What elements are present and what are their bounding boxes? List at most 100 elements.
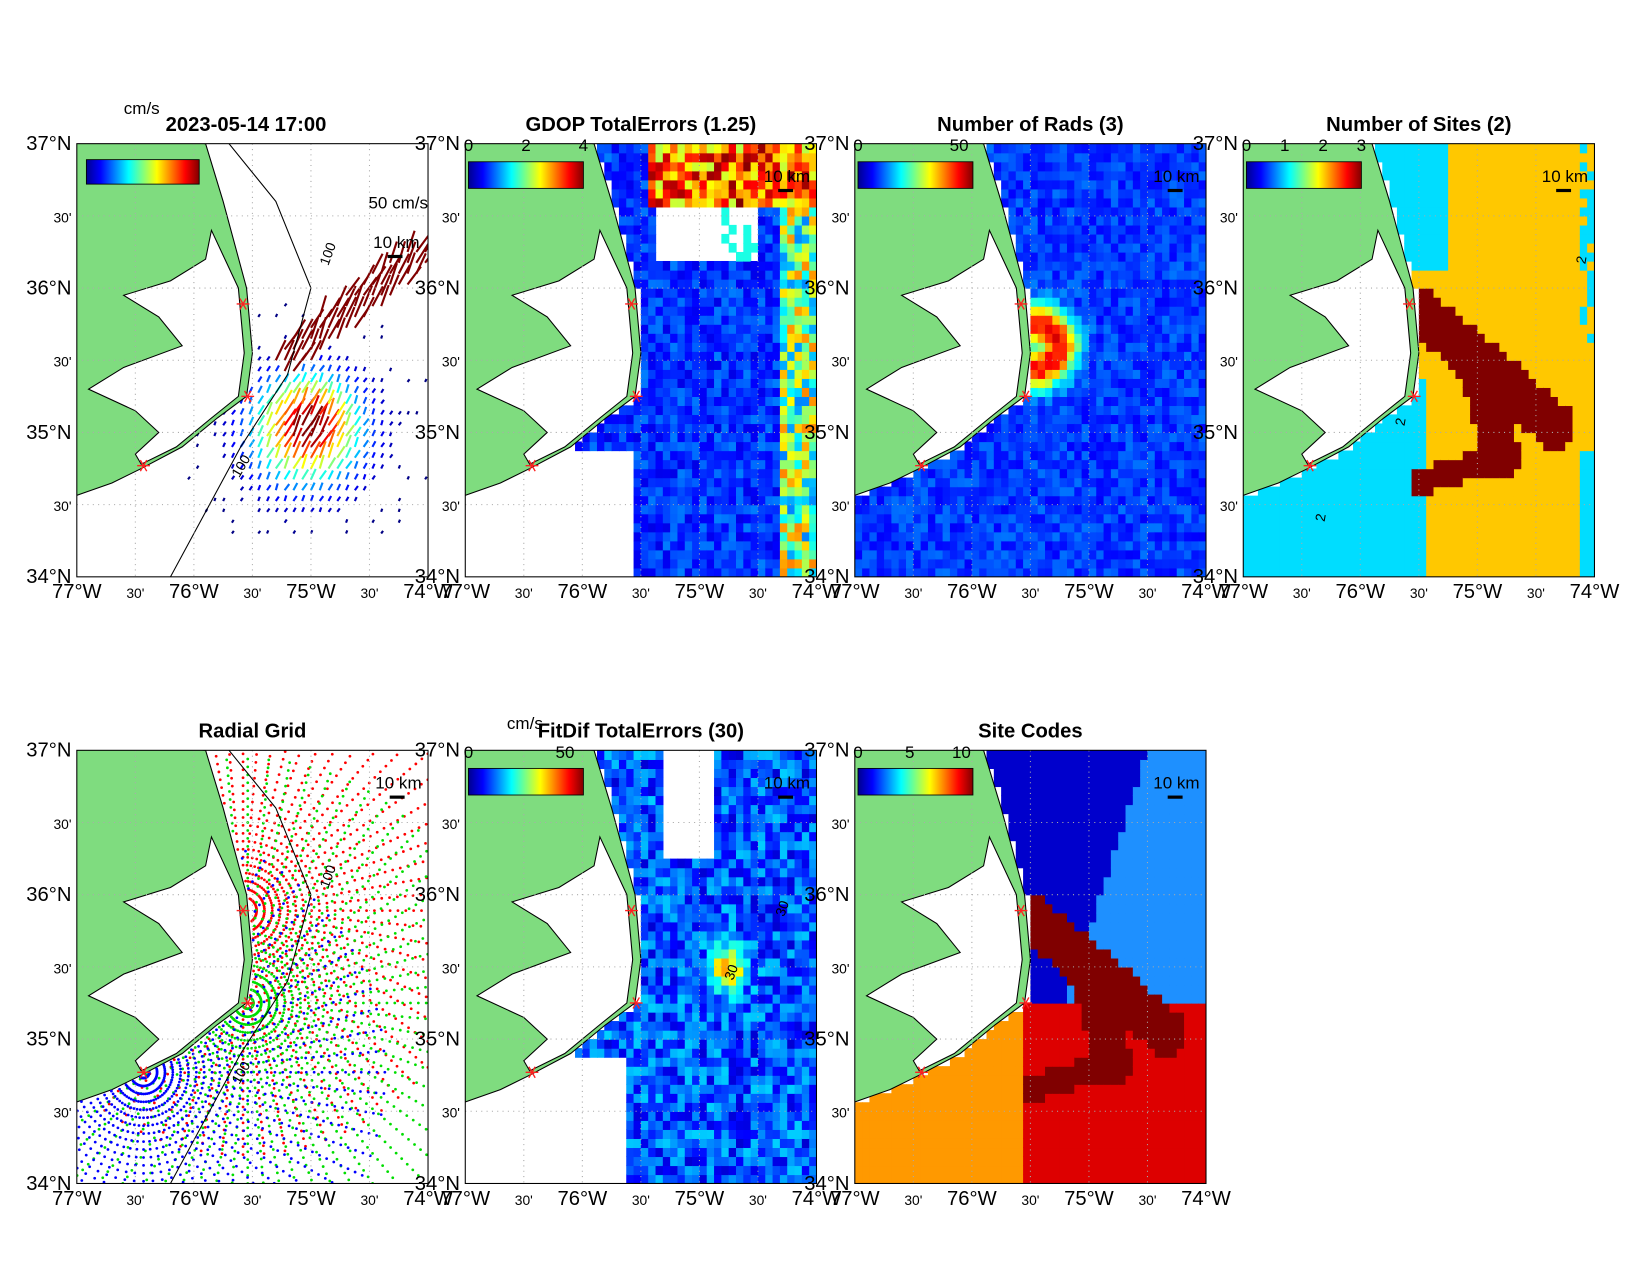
radial-grid-point — [315, 889, 319, 892]
field-cell — [1513, 351, 1522, 361]
current-vector — [274, 483, 279, 491]
field-cell — [772, 369, 781, 379]
field-cell — [692, 279, 701, 289]
field-cell — [1045, 143, 1053, 154]
field-cell — [1154, 333, 1163, 343]
field-cell — [1484, 251, 1493, 262]
field-cell — [1132, 513, 1141, 524]
field-cell — [1110, 152, 1119, 163]
radial-grid-point — [424, 822, 428, 826]
field-cell — [809, 477, 817, 488]
field-cell — [1301, 495, 1310, 506]
field-cell — [1140, 342, 1149, 352]
field-cell — [765, 179, 774, 190]
field-cell — [1008, 206, 1017, 217]
field-cell — [1587, 333, 1595, 343]
field-cell — [1426, 531, 1435, 542]
field-cell — [809, 152, 817, 163]
field-cell — [1506, 161, 1515, 172]
field-cell — [1125, 342, 1134, 352]
field-cell — [721, 143, 730, 154]
field-cell — [765, 495, 774, 506]
field-cell — [670, 378, 679, 388]
field-cell — [670, 432, 679, 443]
field-cell — [721, 215, 730, 226]
field-cell — [1045, 567, 1053, 577]
field-cell — [1052, 495, 1061, 506]
field-cell — [1023, 405, 1032, 416]
field-cell — [876, 558, 885, 569]
radial-grid-point — [360, 876, 364, 880]
field-cell — [1535, 342, 1544, 352]
field-cell — [1513, 279, 1522, 289]
radial-grid-point — [371, 886, 374, 889]
field-cell — [1572, 477, 1581, 488]
field-cell — [1052, 513, 1061, 524]
field-cell — [1081, 179, 1090, 190]
field-cell — [1030, 378, 1039, 388]
field-cell — [1103, 477, 1112, 488]
field-cell — [1462, 477, 1471, 488]
field-cell — [714, 333, 723, 343]
field-cell — [1587, 206, 1595, 217]
field-cell — [1140, 251, 1149, 262]
field-cell — [1045, 432, 1053, 443]
field-cell — [1001, 188, 1010, 199]
field-cell — [971, 441, 980, 452]
field-cell — [1572, 251, 1581, 262]
field-cell — [1103, 215, 1112, 226]
field-cell — [1396, 414, 1405, 425]
field-cell — [1096, 270, 1105, 280]
field-cell — [949, 522, 958, 533]
field-cell — [1382, 567, 1391, 577]
field-cell — [743, 513, 752, 524]
field-cell — [1037, 233, 1046, 244]
field-cell — [1382, 486, 1391, 497]
field-cell — [662, 288, 671, 298]
field-cell — [765, 531, 774, 542]
field-cell — [1279, 522, 1288, 533]
field-cell — [1096, 197, 1105, 208]
field-cell — [1499, 260, 1508, 271]
field-cell — [1074, 306, 1083, 316]
field-cell — [714, 378, 723, 388]
field-cell — [1579, 170, 1588, 181]
field-cell — [1506, 143, 1515, 154]
field-cell — [1045, 270, 1053, 280]
field-cell — [1037, 387, 1046, 397]
field-cell — [787, 170, 796, 181]
field-cell — [1184, 369, 1193, 379]
field-cell — [699, 423, 708, 434]
field-cell — [971, 459, 980, 470]
lon-label: 77°W — [440, 581, 491, 603]
field-cell — [692, 369, 701, 379]
field-cell — [794, 324, 803, 334]
field-cell — [1184, 441, 1193, 452]
field-cell — [986, 477, 995, 488]
field-cell — [862, 567, 871, 577]
field-cell — [1462, 441, 1471, 452]
field-cell — [1118, 260, 1127, 271]
field-cell — [1030, 396, 1039, 407]
field-cell — [684, 161, 693, 172]
field-cell — [1184, 414, 1193, 425]
field-cell — [1140, 179, 1149, 190]
field-cell — [1477, 369, 1486, 379]
field-cell — [1023, 188, 1032, 199]
field-cell — [1030, 188, 1039, 199]
field-cell — [1499, 143, 1508, 154]
field-cell — [1477, 297, 1486, 307]
lon-label: 30' — [1293, 585, 1311, 601]
field-cell — [927, 522, 936, 533]
current-vector — [257, 345, 261, 350]
field-cell — [772, 441, 781, 452]
field-cell — [1572, 270, 1581, 280]
field-cell — [1088, 504, 1097, 515]
radial-grid-point — [294, 909, 298, 912]
field-cell — [765, 369, 774, 379]
field-cell — [891, 549, 900, 560]
field-cell — [1579, 522, 1588, 533]
field-cell — [1176, 270, 1185, 280]
field-cell — [655, 179, 664, 190]
field-cell — [1096, 396, 1105, 407]
